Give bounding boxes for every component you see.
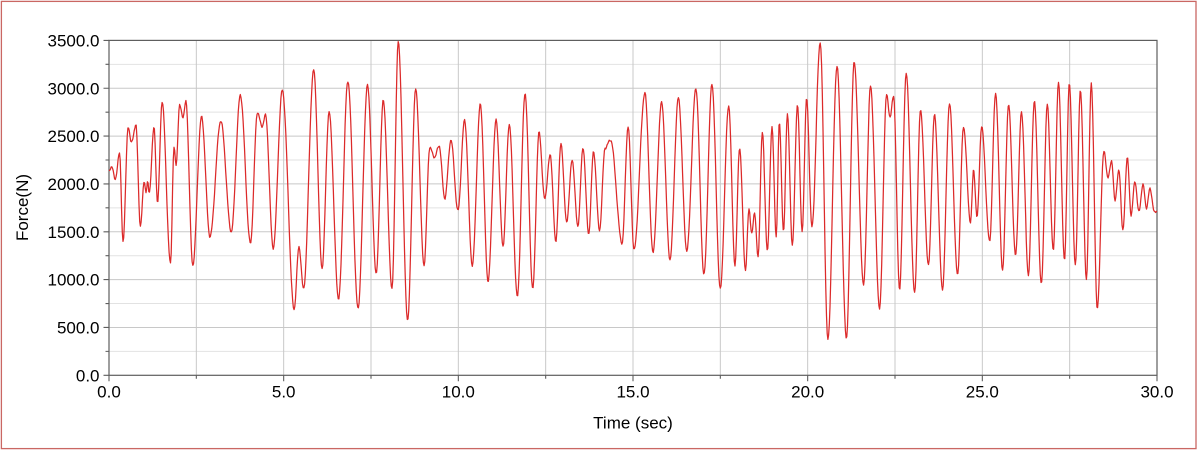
svg-text:3000.0: 3000.0 [48, 79, 100, 98]
svg-text:3500.0: 3500.0 [48, 32, 100, 51]
svg-text:500.0: 500.0 [57, 319, 100, 338]
svg-text:2000.0: 2000.0 [48, 175, 100, 194]
svg-text:10.0: 10.0 [442, 383, 475, 402]
svg-text:1000.0: 1000.0 [48, 271, 100, 290]
svg-text:20.0: 20.0 [791, 383, 824, 402]
svg-text:5.0: 5.0 [272, 383, 296, 402]
svg-text:25.0: 25.0 [966, 383, 999, 402]
svg-text:2500.0: 2500.0 [48, 127, 100, 146]
svg-text:Time (sec): Time (sec) [593, 414, 673, 433]
svg-text:Force(N): Force(N) [13, 174, 32, 241]
svg-text:0.0: 0.0 [76, 366, 100, 385]
svg-text:0.0: 0.0 [97, 383, 121, 402]
svg-text:30.0: 30.0 [1140, 383, 1173, 402]
svg-text:1500.0: 1500.0 [48, 223, 100, 242]
svg-text:15.0: 15.0 [616, 383, 649, 402]
